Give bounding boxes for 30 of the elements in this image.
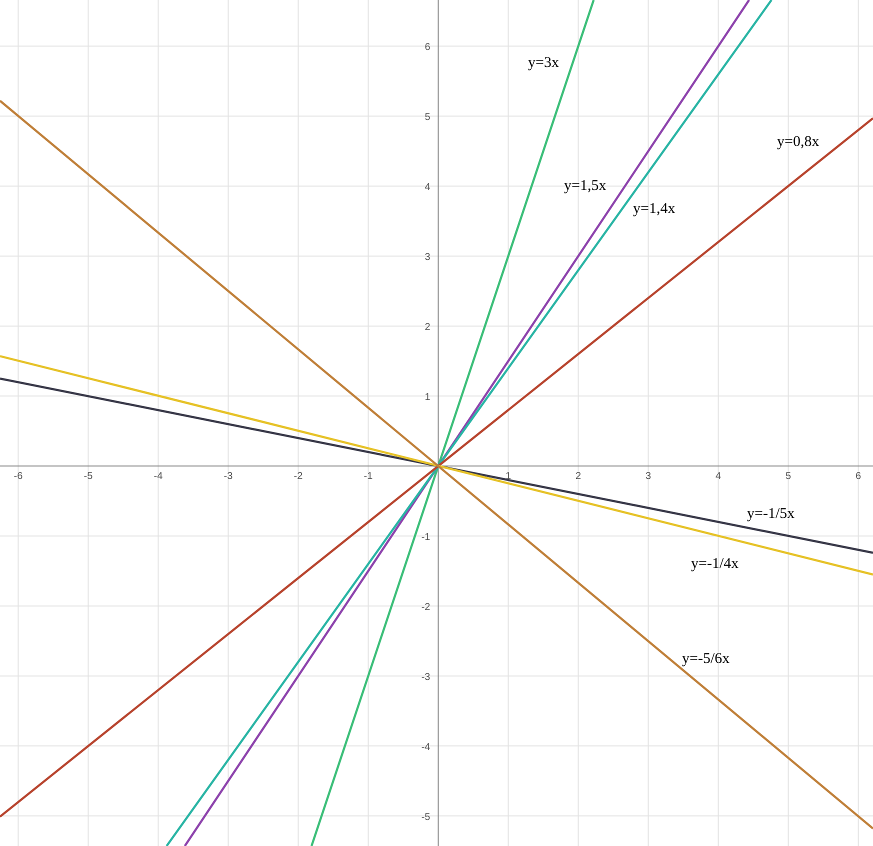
x-tick-label: 3 — [645, 471, 652, 482]
y-tick-label: -4 — [421, 742, 431, 753]
series-label: y=1,4x — [633, 201, 676, 217]
x-tick-label: 4 — [716, 471, 722, 482]
y-tick-label: 2 — [424, 322, 431, 334]
y-tick-label: 5 — [424, 112, 431, 124]
x-tick-label: -5 — [84, 471, 94, 482]
series-label: y=-1/5x — [747, 506, 796, 522]
x-tick-label: 5 — [786, 471, 792, 482]
y-tick-label: -1 — [421, 532, 431, 544]
series-label: y=1,5x — [564, 178, 607, 194]
x-tick-label: -2 — [294, 471, 304, 482]
y-tick-label: 1 — [424, 392, 431, 404]
x-tick-label: -4 — [154, 471, 164, 482]
x-tick-label: 1 — [505, 471, 512, 482]
y-tick-label: 3 — [424, 252, 431, 264]
x-tick-label: -1 — [364, 471, 374, 482]
x-tick-label: 6 — [856, 471, 862, 482]
series-label: y=-5/6x — [682, 651, 730, 667]
y-tick-label: -5 — [421, 812, 431, 823]
series-label: y=0,8x — [777, 134, 820, 150]
y-tick-label: -3 — [421, 672, 431, 683]
series-label: y=-1/4x — [691, 556, 740, 572]
y-tick-label: 4 — [424, 182, 431, 194]
x-tick-label: -6 — [14, 471, 24, 482]
y-tick-label: 6 — [424, 42, 431, 54]
x-tick-label: 2 — [575, 471, 582, 482]
x-tick-label: -3 — [224, 471, 234, 482]
y-tick-label: -2 — [421, 602, 431, 613]
series-label: y=3x — [528, 55, 560, 71]
